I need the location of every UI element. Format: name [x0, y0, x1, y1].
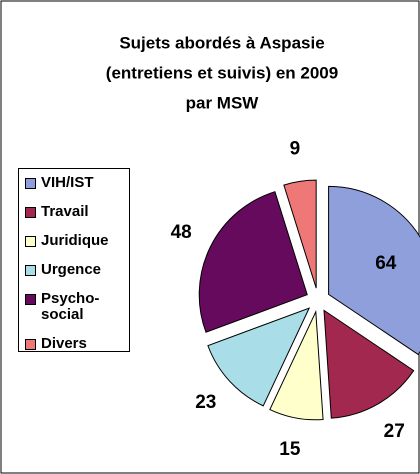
legend-label: Urgence [41, 261, 102, 278]
legend-item: Psycho-social [25, 291, 125, 323]
chart-title: (entretiens et suivis) en 2009 [106, 63, 338, 82]
legend-swatch [25, 207, 36, 218]
legend-swatch [25, 294, 36, 305]
legend-swatch [25, 339, 36, 350]
legend-swatch [25, 236, 36, 247]
data-label: 27 [384, 421, 405, 442]
legend-item: VIH/IST [25, 175, 125, 191]
pie-slice [283, 179, 317, 289]
legend: VIH/IST Travail Juridique Urgence Psycho-soc… [18, 168, 130, 352]
data-label: 23 [195, 392, 216, 413]
pie-slice [323, 309, 415, 419]
legend-item: Divers [25, 336, 125, 352]
legend-label: Juridique [41, 232, 109, 249]
data-label: 64 [375, 253, 397, 274]
legend-item: Juridique [25, 233, 125, 249]
chart-title: Sujets abordés à Aspasie [119, 33, 324, 52]
data-label: 9 [290, 138, 301, 159]
chart-title: par MSW [186, 93, 260, 112]
pie-slice [198, 191, 308, 333]
data-label: 15 [279, 439, 301, 460]
pie-slice [269, 309, 324, 421]
pie-slice [328, 185, 420, 356]
legend-label: VIH/IST [41, 174, 94, 191]
legend-item: Travail [25, 204, 125, 220]
legend-label: Divers [41, 335, 87, 352]
legend-label: Travail [41, 203, 89, 220]
data-label: 48 [171, 222, 192, 243]
legend-swatch [25, 178, 36, 189]
pie-slice [207, 307, 311, 407]
legend-swatch [25, 265, 36, 276]
legend-label: Psycho-social [41, 290, 100, 323]
legend-item: Urgence [25, 262, 125, 278]
